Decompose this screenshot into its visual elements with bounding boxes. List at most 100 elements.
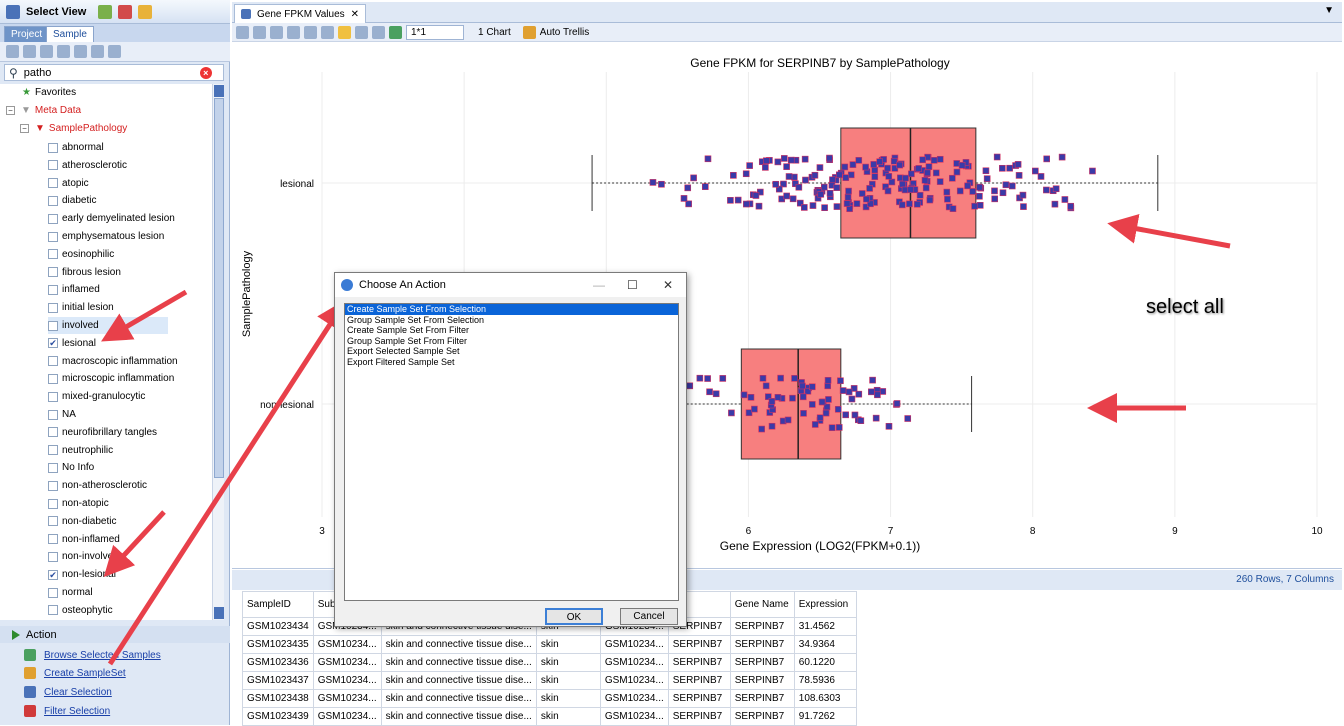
chart-count-button[interactable]: 1 Chart xyxy=(478,26,511,38)
item-checkbox[interactable] xyxy=(48,480,58,491)
table-cell[interactable]: SERPINB7 xyxy=(667,707,731,726)
table-cell[interactable]: 34.9364 xyxy=(793,635,857,654)
tree-item[interactable]: ✔ non-lesional xyxy=(48,566,116,583)
zoom-icon[interactable] xyxy=(372,25,385,39)
table-cell[interactable]: 31.4562 xyxy=(793,617,857,636)
table-row[interactable]: GSM1023438 GSM10234... skin and connective… xyxy=(242,689,857,708)
table-cell[interactable]: 78.5936 xyxy=(793,671,857,690)
tree-item[interactable]: normal xyxy=(48,584,93,601)
remove-star-icon[interactable] xyxy=(118,4,133,19)
table-row[interactable]: GSM1023436 GSM10234... skin and connective… xyxy=(242,653,857,672)
table-cell[interactable]: GSM1023439 xyxy=(242,707,314,726)
item-checkbox[interactable] xyxy=(48,160,58,171)
print-icon[interactable] xyxy=(321,25,334,39)
item-checkbox[interactable] xyxy=(48,142,58,153)
tree-favorites[interactable]: ★ Favorites xyxy=(22,84,76,101)
item-checkbox[interactable]: ✔ xyxy=(48,569,58,580)
filter-selection-link[interactable]: Filter Selection xyxy=(24,705,110,717)
scroll-thumb[interactable] xyxy=(214,98,224,478)
tree-item[interactable]: atherosclerotic xyxy=(48,157,127,174)
table-cell[interactable]: SERPINB7 xyxy=(667,653,731,672)
scroll-up-icon[interactable] xyxy=(214,85,224,97)
action-header[interactable]: Action xyxy=(0,626,230,643)
table-cell[interactable]: GSM1023437 xyxy=(242,671,314,690)
tab-project[interactable]: Project xyxy=(4,26,50,42)
export-icon[interactable] xyxy=(91,45,104,58)
item-checkbox[interactable] xyxy=(48,178,58,189)
tree-item[interactable]: non-inflamed xyxy=(48,531,120,548)
item-checkbox[interactable] xyxy=(48,462,58,473)
table-cell[interactable]: 60.1220 xyxy=(793,653,857,672)
paste-icon[interactable] xyxy=(304,25,317,39)
table-cell[interactable]: GSM10234... xyxy=(599,671,669,690)
tree-item[interactable]: emphysematous lesion xyxy=(48,228,164,245)
table-cell[interactable]: GSM1023436 xyxy=(242,653,314,672)
tree-item[interactable]: No Info xyxy=(48,459,94,476)
table-cell[interactable]: skin and connective tissue dise... xyxy=(380,653,537,672)
tree-item[interactable]: mixed-granulocytic xyxy=(48,388,145,405)
layout-select[interactable]: 1*1 xyxy=(406,24,464,40)
item-checkbox[interactable] xyxy=(48,551,58,562)
table-cell[interactable]: GSM1023438 xyxy=(242,689,314,708)
item-checkbox[interactable] xyxy=(48,213,58,224)
tree-item[interactable]: early demyelinated lesion xyxy=(48,210,175,227)
item-checkbox[interactable] xyxy=(48,373,58,384)
item-checkbox[interactable] xyxy=(48,445,58,456)
collapse-icon[interactable] xyxy=(6,45,19,58)
item-checkbox[interactable] xyxy=(48,356,58,367)
tree-item[interactable]: ✔ lesional xyxy=(48,335,96,352)
ok-button[interactable]: OK xyxy=(545,608,603,625)
item-checkbox[interactable] xyxy=(48,427,58,438)
tree-item[interactable]: initial lesion xyxy=(48,299,114,316)
table-cell[interactable]: skin xyxy=(535,671,601,690)
chart-type-icon[interactable] xyxy=(253,25,266,39)
table-cell[interactable]: skin and connective tissue dise... xyxy=(380,689,537,708)
auto-trellis-button[interactable]: Auto Trellis xyxy=(539,26,590,38)
clear-selection-label[interactable]: Clear Selection xyxy=(44,686,112,698)
item-checkbox[interactable] xyxy=(48,249,58,260)
minimize-icon[interactable]: — xyxy=(593,278,605,292)
action-option[interactable]: Create Sample Set From Filter xyxy=(347,325,470,335)
table-cell[interactable]: skin xyxy=(535,653,601,672)
grid-column-header[interactable]: Gene Name xyxy=(729,591,795,618)
table-cell[interactable]: GSM10234... xyxy=(312,653,382,672)
table-cell[interactable]: SERPINB7 xyxy=(729,635,795,654)
grid-column-header[interactable]: Expression xyxy=(793,591,857,618)
table-cell[interactable]: skin and connective tissue dise... xyxy=(380,671,537,690)
grid-icon[interactable] xyxy=(74,45,87,58)
item-checkbox[interactable] xyxy=(48,409,58,420)
browse-selected-samples-link[interactable]: Browse Selected Samples xyxy=(24,649,161,661)
table-cell[interactable]: GSM10234... xyxy=(599,689,669,708)
table-cell[interactable]: 108.6303 xyxy=(793,689,857,708)
item-checkbox[interactable] xyxy=(48,195,58,206)
cancel-button[interactable]: Cancel xyxy=(620,608,678,625)
tree-item[interactable]: fibrous lesion xyxy=(48,264,121,281)
table-row[interactable]: GSM1023439 GSM10234... skin and connective… xyxy=(242,707,857,726)
action-option[interactable]: Create Sample Set From Selection xyxy=(345,304,678,315)
tree-item[interactable]: macroscopic inflammation xyxy=(48,353,178,370)
item-checkbox[interactable] xyxy=(48,587,58,598)
table-cell[interactable]: GSM10234... xyxy=(599,635,669,654)
tab-dropdown-icon[interactable]: ▼ xyxy=(1324,5,1334,16)
refresh-icon[interactable] xyxy=(40,45,53,58)
tree-item[interactable]: non-diabetic xyxy=(48,513,116,530)
item-checkbox[interactable] xyxy=(48,605,58,616)
table-cell[interactable]: GSM10234... xyxy=(312,707,382,726)
tree-sample-pathology[interactable]: − ▼ SamplePathology xyxy=(20,120,127,137)
create-sampleset-label[interactable]: Create SampleSet xyxy=(44,667,126,679)
table-cell[interactable]: GSM10234... xyxy=(599,707,669,726)
tree-item[interactable]: atopic xyxy=(48,175,89,192)
item-checkbox[interactable]: ✔ xyxy=(48,338,58,349)
item-checkbox[interactable] xyxy=(48,498,58,509)
action-option[interactable]: Export Filtered Sample Set xyxy=(347,356,455,367)
tree-item[interactable]: abnormal xyxy=(48,139,104,156)
collapse-node-icon[interactable]: − xyxy=(6,106,15,115)
scroll-down-icon[interactable] xyxy=(214,607,224,619)
table-cell[interactable]: SERPINB7 xyxy=(667,671,731,690)
table-cell[interactable]: skin and connective tissue dise... xyxy=(380,707,537,726)
action-option[interactable]: Group Sample Set From Filter xyxy=(347,335,468,346)
grid-column-header[interactable]: SampleID xyxy=(242,591,314,618)
tab-gene-fpkm-values[interactable]: Gene FPKM Values ✕ xyxy=(234,4,367,23)
select-icon[interactable] xyxy=(355,25,368,39)
settings-icon[interactable] xyxy=(236,25,249,39)
